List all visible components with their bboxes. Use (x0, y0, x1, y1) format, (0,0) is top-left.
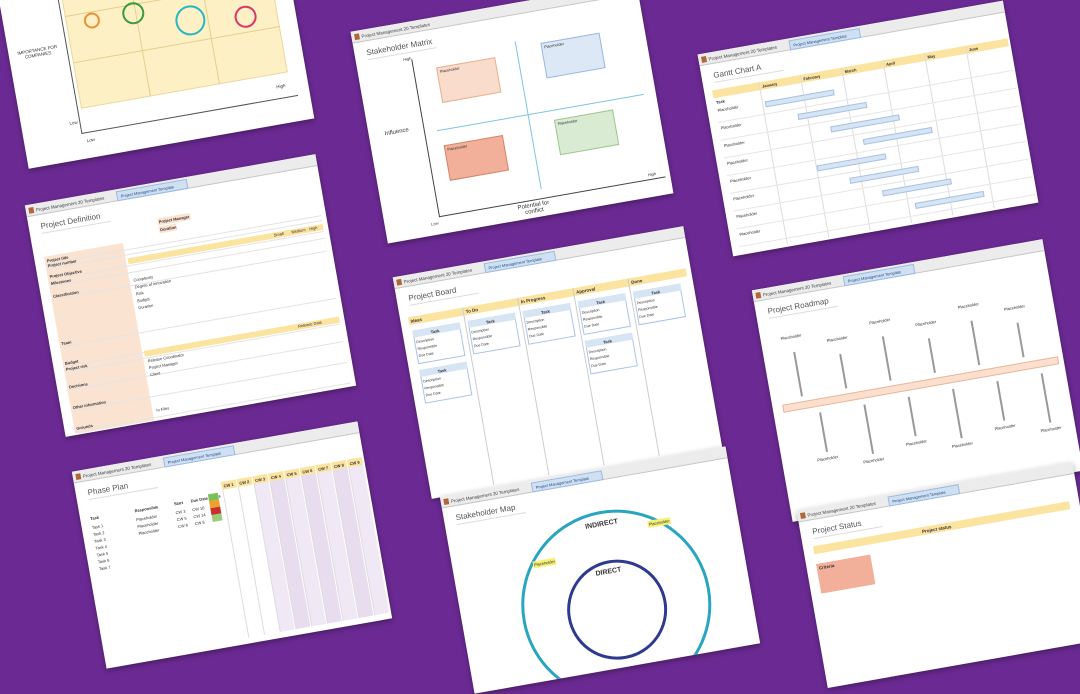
label: Budget (136, 296, 151, 304)
label: Placeholder (1003, 303, 1026, 312)
label: Placeholder (951, 440, 974, 449)
label: Client (149, 370, 161, 378)
label: Placeholder (957, 301, 980, 310)
label: Task 3 (93, 536, 107, 544)
milestone-line (793, 351, 803, 397)
app-icon (396, 278, 403, 286)
milestone-line (907, 396, 917, 437)
label: Influence (384, 127, 410, 138)
label: High (402, 55, 412, 63)
label: Task (715, 98, 726, 105)
label: Start (173, 499, 184, 507)
placeholder-box (553, 109, 620, 156)
label: Placeholder (816, 453, 839, 463)
label: Task 2 (92, 529, 105, 537)
label: High (275, 82, 286, 90)
timeline (782, 356, 1060, 413)
placeholder-box (436, 57, 502, 103)
phase-plan-card: Project Management 20 Templates Project M… (71, 421, 393, 669)
label: Responsible (134, 504, 159, 514)
label: Task 4 (95, 543, 108, 551)
label: In Files (155, 405, 170, 413)
project-definition-card: Project Management 20 Templates Project M… (24, 154, 357, 437)
app-icon (701, 56, 707, 63)
label: Placeholder (735, 210, 758, 220)
label: Duration (137, 302, 154, 311)
label: Placeholder (717, 104, 739, 113)
milestone-line (952, 388, 963, 439)
app-icon (443, 498, 450, 506)
label: Placeholder (862, 456, 885, 465)
milestone-line (881, 336, 892, 381)
label: Placeholder (994, 422, 1016, 432)
criteria-cell (816, 554, 876, 594)
placeholder-box (443, 134, 510, 181)
label: CW 3 (175, 508, 186, 516)
label: CW 5 (176, 515, 188, 523)
importance-matrix-card: IMPORTANCE FOR COMPANIESHighLowLowHigh (0, 0, 315, 169)
label: CW 10 (191, 505, 205, 513)
label: Placeholder (1040, 424, 1062, 434)
label: Placeholder (868, 316, 891, 326)
label: Placeholder (138, 527, 160, 537)
milestone-line (1016, 322, 1025, 358)
label: Due Date (190, 495, 209, 504)
label: CW 14 (193, 512, 206, 520)
gantt-bar (764, 89, 835, 108)
placeholder-box (540, 32, 606, 79)
milestone-line (1040, 373, 1051, 423)
milestone-line (839, 353, 847, 389)
label: Task 5 (96, 550, 109, 558)
app-icon (755, 291, 762, 299)
stakeholder-matrix-card: Project Management 20 Templates Stakehold… (350, 0, 674, 244)
label: Placeholder (905, 438, 928, 447)
label: Low (69, 119, 79, 126)
gantt-bar (881, 178, 952, 197)
label: Placeholder (726, 157, 749, 166)
label: Placeholder (723, 139, 746, 149)
milestone-line (819, 412, 828, 452)
app-icon (28, 206, 35, 214)
label: Placeholder (732, 192, 755, 202)
milestone-line (863, 404, 874, 455)
label: Placeholder (914, 318, 937, 328)
gantt-bar (816, 153, 887, 172)
label: CW 8 (194, 519, 206, 527)
label: Risk (135, 290, 144, 297)
label: Low (86, 136, 96, 144)
label: IMPORTANCE FOR COMPANIES (16, 43, 58, 60)
app-icon (75, 473, 82, 481)
label: Placeholder (729, 175, 752, 184)
milestone-line (996, 381, 1005, 421)
label: Low (430, 220, 439, 227)
milestone-line (927, 338, 936, 374)
label: High (647, 170, 657, 178)
status-cell (211, 513, 223, 522)
milestone-line (970, 320, 980, 366)
label: CW 6 (177, 522, 189, 530)
label: Task 7 (98, 564, 111, 572)
label: Task 1 (91, 523, 104, 531)
app-icon (799, 512, 806, 520)
label: Placeholder (739, 228, 761, 237)
label: Task (89, 514, 100, 522)
label: Task 6 (97, 557, 110, 565)
gantt-bar (830, 114, 901, 133)
label: Placeholder (780, 332, 802, 342)
label: Placeholder (826, 334, 848, 344)
label: Placeholder (720, 121, 742, 131)
gantt-bar (797, 101, 868, 120)
app-icon (354, 33, 360, 41)
y-axis (411, 59, 441, 218)
gantt-card: Project Management 20 Templates Project M… (697, 0, 1039, 257)
